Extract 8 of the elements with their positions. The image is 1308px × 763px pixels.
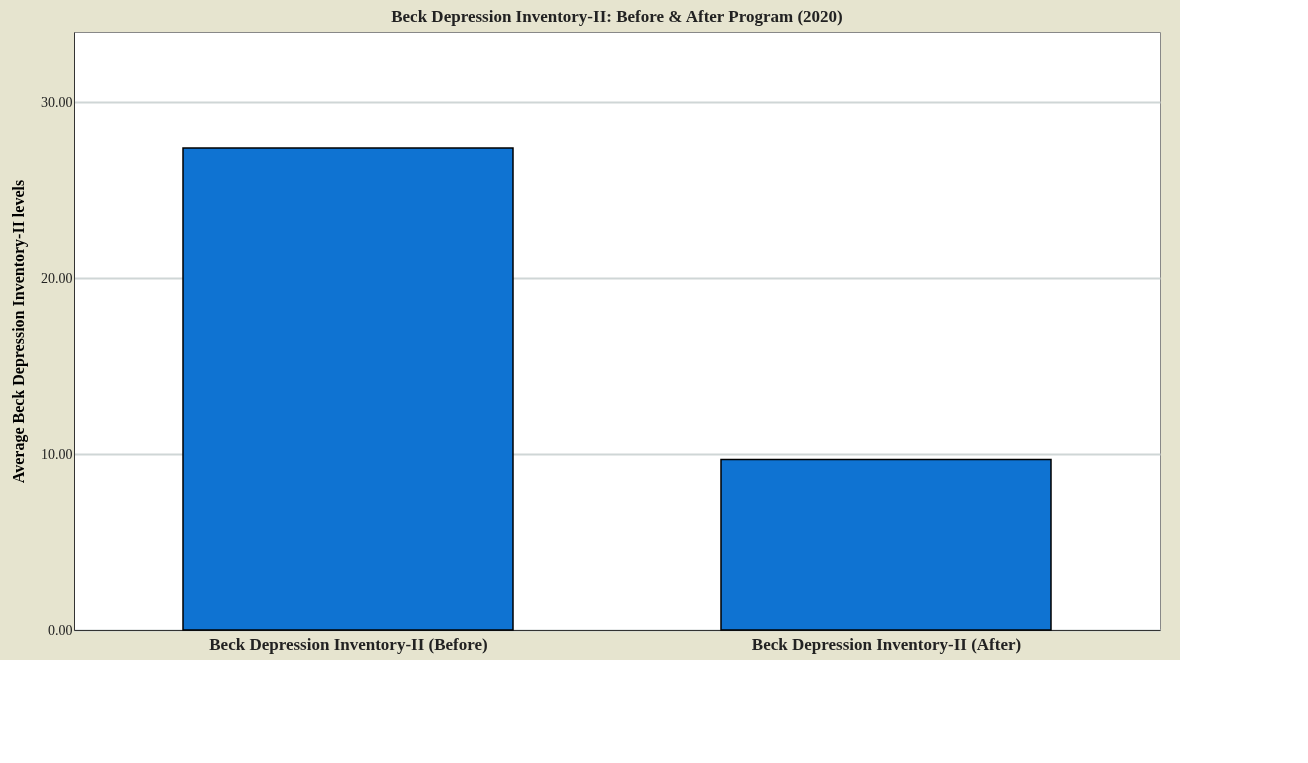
y-tick-label: 30.00: [41, 94, 73, 110]
x-tick-label: Beck Depression Inventory-II (Before): [209, 634, 488, 654]
chart-title: Beck Depression Inventory-II: Before & After Program (2020): [391, 7, 843, 26]
y-tick-label: 10.00: [41, 446, 73, 462]
y-axis-title: Average Beck Depression Inventory-II levels: [10, 179, 28, 484]
y-tick-label: 20.00: [41, 270, 73, 286]
x-tick-label: Beck Depression Inventory-II (After): [751, 634, 1022, 654]
y-tick-label: 0.00: [48, 622, 73, 638]
